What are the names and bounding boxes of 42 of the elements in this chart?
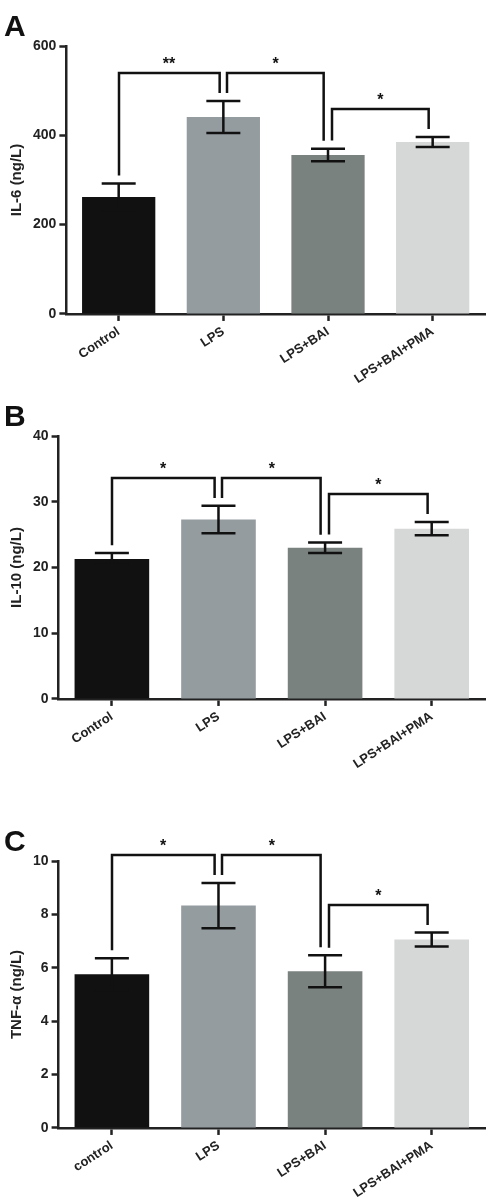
chart-title: B bbox=[4, 399, 26, 433]
bar bbox=[186, 117, 260, 314]
y-tick-label: 6 bbox=[40, 958, 49, 975]
y-tick-label: 20 bbox=[32, 558, 49, 575]
y-axis-title: TNF-α (ng/L) bbox=[7, 949, 25, 1040]
annotation: ** bbox=[162, 54, 177, 72]
bar bbox=[287, 971, 363, 1128]
bar bbox=[394, 939, 470, 1128]
y-tick-label: 400 bbox=[33, 126, 57, 143]
y-tick-label: 2 bbox=[40, 1065, 49, 1082]
y-tick-label: 10 bbox=[32, 624, 49, 641]
y-axis-title: IL-6 (ng/L) bbox=[7, 143, 25, 217]
x-tick-label: LPS bbox=[197, 323, 228, 350]
annotation: * bbox=[272, 54, 280, 72]
annotation: * bbox=[160, 459, 168, 477]
bar bbox=[181, 905, 256, 1128]
bar bbox=[394, 528, 470, 699]
text: * bbox=[268, 836, 276, 854]
annotation: * bbox=[375, 476, 383, 494]
chart-title: A bbox=[4, 9, 26, 43]
y-tick-label: 8 bbox=[40, 905, 49, 922]
chart-title: C bbox=[4, 824, 26, 858]
y-tick-label: 200 bbox=[33, 215, 57, 232]
y-tick-label: 0 bbox=[40, 689, 49, 706]
text: * bbox=[160, 836, 168, 854]
y-tick-label: 10 bbox=[32, 851, 49, 868]
x-tick-label: LPS bbox=[192, 1137, 223, 1164]
annotation: * bbox=[268, 459, 276, 477]
y-tick-label: 4 bbox=[40, 1012, 49, 1029]
bar bbox=[287, 547, 363, 699]
x-tick-label: LPS bbox=[192, 708, 223, 735]
y-tick-label: 600 bbox=[33, 36, 57, 53]
y-axis-title: IL-10 (ng/L) bbox=[7, 527, 25, 608]
y-tick-label: 40 bbox=[32, 426, 49, 443]
bar bbox=[181, 519, 256, 699]
bar bbox=[291, 154, 365, 314]
y-tick-label: 0 bbox=[48, 304, 57, 321]
y-tick-label: 0 bbox=[40, 1118, 49, 1135]
annotation: * bbox=[375, 886, 383, 904]
bar bbox=[396, 142, 470, 314]
y-tick-label: 30 bbox=[32, 492, 49, 509]
annotation: * bbox=[377, 91, 385, 109]
